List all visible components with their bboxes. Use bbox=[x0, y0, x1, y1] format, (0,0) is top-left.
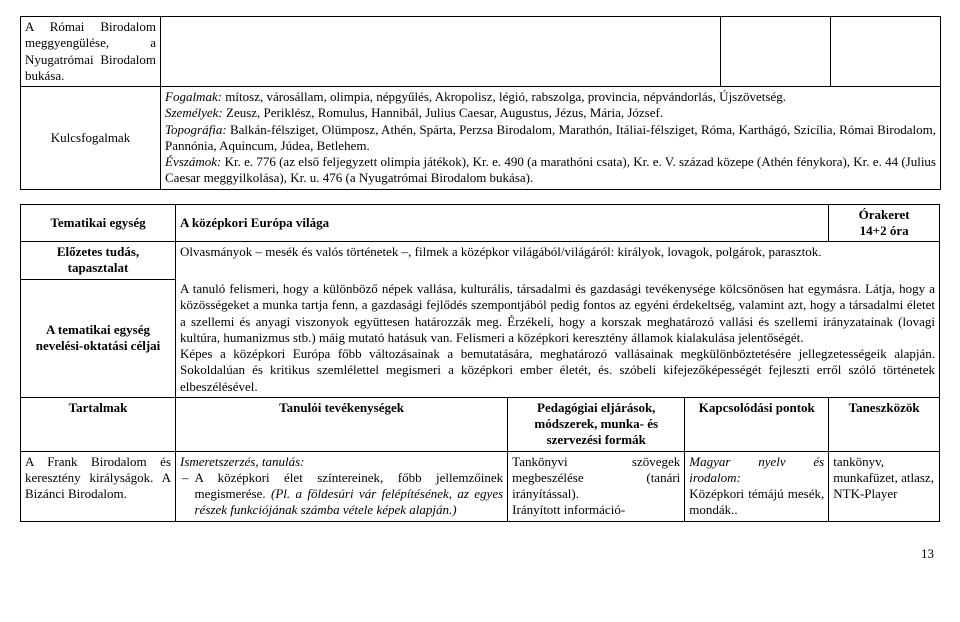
fogalmak-text: mítosz, városállam, olimpia, népgyűlés, … bbox=[222, 89, 786, 104]
row-kapcsolodasi: Magyar nyelv és irodalom: Középkori témá… bbox=[685, 451, 829, 521]
nevelesi-celjai-text: A tanuló felismeri, hogy a különböző nép… bbox=[176, 279, 940, 397]
nevelesi-celjai-label: A tematikai egység nevelési-oktatási cél… bbox=[21, 279, 176, 397]
evszamok-text: Kr. e. 776 (az első feljegyzett olimpia … bbox=[165, 154, 936, 185]
hdr-tanuloi: Tanulói tevékenységek bbox=[176, 397, 508, 451]
row-pedagogiai: Tankönyvi szövegek megbeszélése (tanári … bbox=[508, 451, 685, 521]
row-taneszkozok: tankönyv, munkafüzet, atlasz, NTK-Player bbox=[829, 451, 940, 521]
kapcs-text-a: Magyar nyelv és irodalom: bbox=[689, 454, 824, 485]
empty-cell-2 bbox=[721, 17, 831, 87]
orakeret-cell: Órakeret 14+2 óra bbox=[829, 204, 940, 242]
hdr-tartalmak: Tartalmak bbox=[21, 397, 176, 451]
empty-cell-1 bbox=[161, 17, 721, 87]
szemelyek-text: Zeusz, Periklész, Romulus, Hannibál, Jul… bbox=[223, 105, 663, 120]
table-gap bbox=[20, 190, 940, 204]
ped-text-b: Irányított információ- bbox=[512, 502, 625, 517]
evszamok-label: Évszámok: bbox=[165, 154, 221, 169]
row-tartalmak: A Frank Birodalom és keresztény királysá… bbox=[21, 451, 176, 521]
page-number: 13 bbox=[20, 546, 940, 562]
tematikai-table: Tematikai egység A középkori Európa vilá… bbox=[20, 204, 940, 522]
row-tanuloi: Ismeretszerzés, tanulás: – A középkori é… bbox=[176, 451, 508, 521]
hdr-pedagogiai: Pedagógiai eljárások, módszerek, munka- … bbox=[508, 397, 685, 451]
topografia-label: Topográfia: bbox=[165, 122, 227, 137]
kulcsfogalmak-table: A Római Birodalom meggyengülése, a Nyuga… bbox=[20, 16, 941, 190]
hdr-kapcsolodasi: Kapcsolódási pontok bbox=[685, 397, 829, 451]
kulcsfogalmak-content: Fogalmak: mítosz, városállam, olimpia, n… bbox=[161, 87, 941, 190]
roman-empire-cell: A Római Birodalom meggyengülése, a Nyuga… bbox=[21, 17, 161, 87]
tematikai-egyseg-value: A középkori Európa világa bbox=[176, 204, 829, 242]
tanesz-text: tankönyv, munkafüzet, atlasz, NTK-Player bbox=[833, 454, 934, 502]
tematikai-egyseg-label: Tematikai egység bbox=[21, 204, 176, 242]
elozetes-tudas-text: Olvasmányok – mesék és valós történetek … bbox=[176, 242, 940, 280]
ped-text-a: Tankönyvi szövegek megbeszélése (tanári … bbox=[512, 454, 680, 502]
topografia-text: Balkán-félsziget, Olümposz, Athén, Spárt… bbox=[165, 122, 936, 153]
bullet-dash-icon: – bbox=[180, 470, 195, 519]
elozetes-tudas-label: Előzetes tudás, tapasztalat bbox=[21, 242, 176, 280]
hdr-taneszkozok: Taneszközök bbox=[829, 397, 940, 451]
empty-cell-3 bbox=[831, 17, 941, 87]
szemelyek-label: Személyek: bbox=[165, 105, 223, 120]
kulcsfogalmak-label: Kulcsfogalmak bbox=[21, 87, 161, 190]
orakeret-value: 14+2 óra bbox=[860, 223, 909, 238]
kapcs-text-b: Középkori témájú mesék, mondák.. bbox=[689, 486, 824, 517]
orakeret-label: Órakeret bbox=[859, 207, 910, 222]
fogalmak-label: Fogalmak: bbox=[165, 89, 222, 104]
ismeretszerzes-label: Ismeretszerzés, tanulás: bbox=[180, 454, 304, 469]
